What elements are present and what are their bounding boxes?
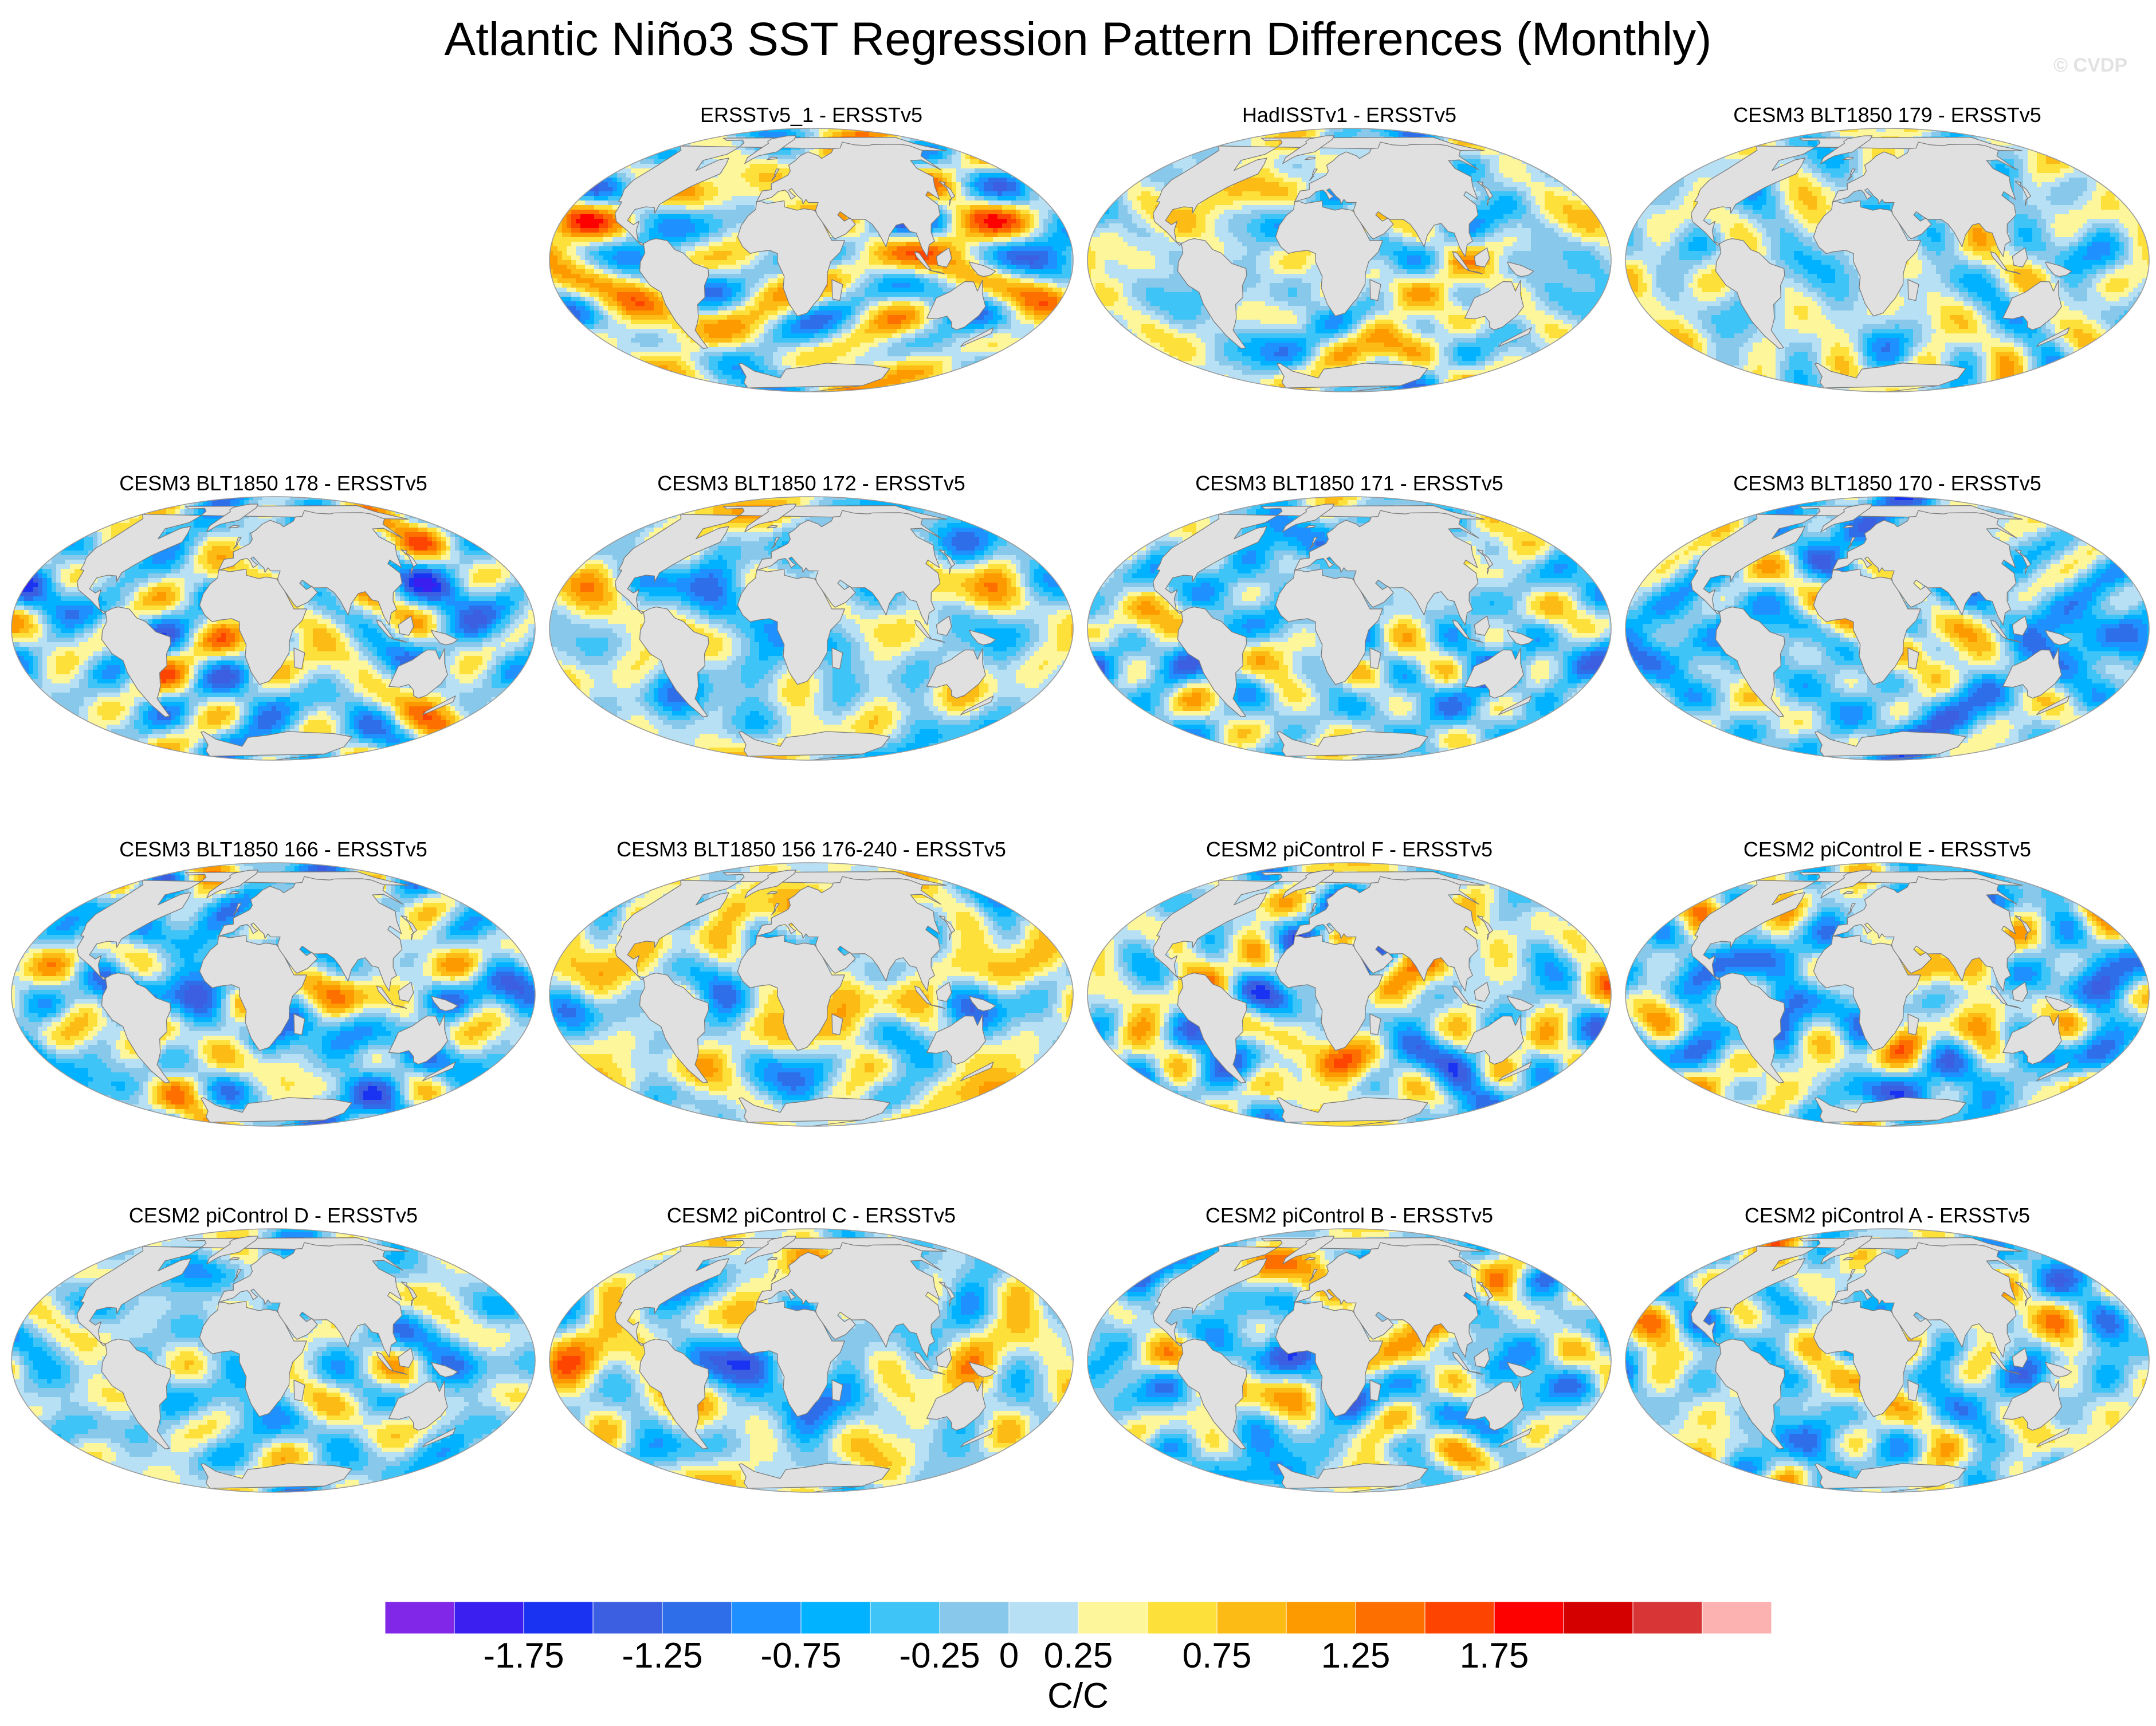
colorbar-swatch: [1078, 1602, 1148, 1634]
colorbar-swatch: [940, 1602, 1009, 1634]
colorbar-swatch: [1564, 1602, 1633, 1634]
sst-difference-map: [548, 496, 1074, 761]
colorbar-swatch: [593, 1602, 662, 1634]
panel-title: CESM3 BLT1850 170 - ERSSTv5: [1618, 471, 2156, 496]
cvdp-watermark: © CVDP: [2053, 54, 2127, 77]
colorbar-swatch: [1217, 1602, 1286, 1634]
sst-difference-map: [548, 127, 1074, 393]
sst-difference-map: [10, 1228, 536, 1493]
colorbar-swatch: [1702, 1602, 1772, 1634]
colorbar-tick-label: -1.25: [594, 1635, 731, 1676]
colorbar-swatch: [801, 1602, 870, 1634]
sst-difference-map: [1086, 496, 1612, 761]
panel-title: CESM3 BLT1850 172 - ERSSTv5: [542, 471, 1081, 496]
sst-difference-map: [548, 1228, 1074, 1493]
panel-title: CESM2 piControl A - ERSSTv5: [1618, 1204, 2156, 1228]
sst-difference-map: [1624, 496, 2150, 761]
colorbar-swatch: [732, 1602, 801, 1634]
colorbar-tick-label: -1.75: [455, 1635, 592, 1676]
panel-title: CESM3 BLT1850 178 - ERSSTv5: [4, 471, 543, 496]
panel-title: CESM2 piControl E - ERSSTv5: [1618, 838, 2156, 862]
sst-difference-map: [1086, 1228, 1612, 1493]
panel-title: HadISSTv1 - ERSSTv5: [1080, 103, 1619, 127]
colorbar-tick-label: 0.25: [1010, 1635, 1147, 1676]
colorbar-tick-label: -0.75: [732, 1635, 870, 1676]
figure-title: Atlantic Niño3 SST Regression Pattern Di…: [0, 13, 2156, 66]
colorbar-swatch: [1425, 1602, 1494, 1634]
panel-title: CESM2 piControl D - ERSSTv5: [4, 1204, 543, 1228]
sst-difference-map: [10, 496, 536, 761]
colorbar-swatch: [454, 1602, 524, 1634]
panel-title: CESM3 BLT1850 171 - ERSSTv5: [1080, 471, 1619, 496]
colorbar-swatch: [1148, 1602, 1217, 1634]
sst-difference-map: [1624, 862, 2150, 1127]
colorbar-tick-label: 1.25: [1287, 1635, 1424, 1676]
colorbar-swatch: [1009, 1602, 1078, 1634]
colorbar-swatch: [524, 1602, 593, 1634]
panel-title: CESM2 piControl B - ERSSTv5: [1080, 1204, 1619, 1228]
sst-difference-map: [1624, 1228, 2150, 1493]
colorbar-swatch: [870, 1602, 940, 1634]
panel-title: CESM3 BLT1850 156 176-240 - ERSSTv5: [542, 838, 1081, 862]
colorbar-tick-label: 1.75: [1425, 1635, 1563, 1676]
sst-difference-map: [1624, 127, 2150, 393]
panel-title: CESM2 piControl F - ERSSTv5: [1080, 838, 1619, 862]
panel-title: CESM2 piControl C - ERSSTv5: [542, 1204, 1081, 1228]
colorbar-units: C/C: [0, 1676, 2156, 1716]
sst-difference-map: [10, 862, 536, 1127]
panel-title: CESM3 BLT1850 179 - ERSSTv5: [1618, 103, 2156, 127]
colorbar-swatch: [1633, 1602, 1702, 1634]
colorbar-swatch: [1286, 1602, 1356, 1634]
panel-title: ERSSTv5_1 - ERSSTv5: [542, 103, 1081, 127]
colorbar: [385, 1601, 1772, 1635]
colorbar-swatch: [385, 1602, 454, 1634]
colorbar-swatch: [1494, 1602, 1564, 1634]
colorbar-swatch: [1356, 1602, 1425, 1634]
sst-difference-map: [548, 862, 1074, 1127]
panel-title: CESM3 BLT1850 166 - ERSSTv5: [4, 838, 543, 862]
sst-difference-map: [1086, 862, 1612, 1127]
sst-difference-map: [1086, 127, 1612, 393]
colorbar-tick-label: 0.75: [1148, 1635, 1286, 1676]
colorbar-swatch: [662, 1602, 732, 1634]
